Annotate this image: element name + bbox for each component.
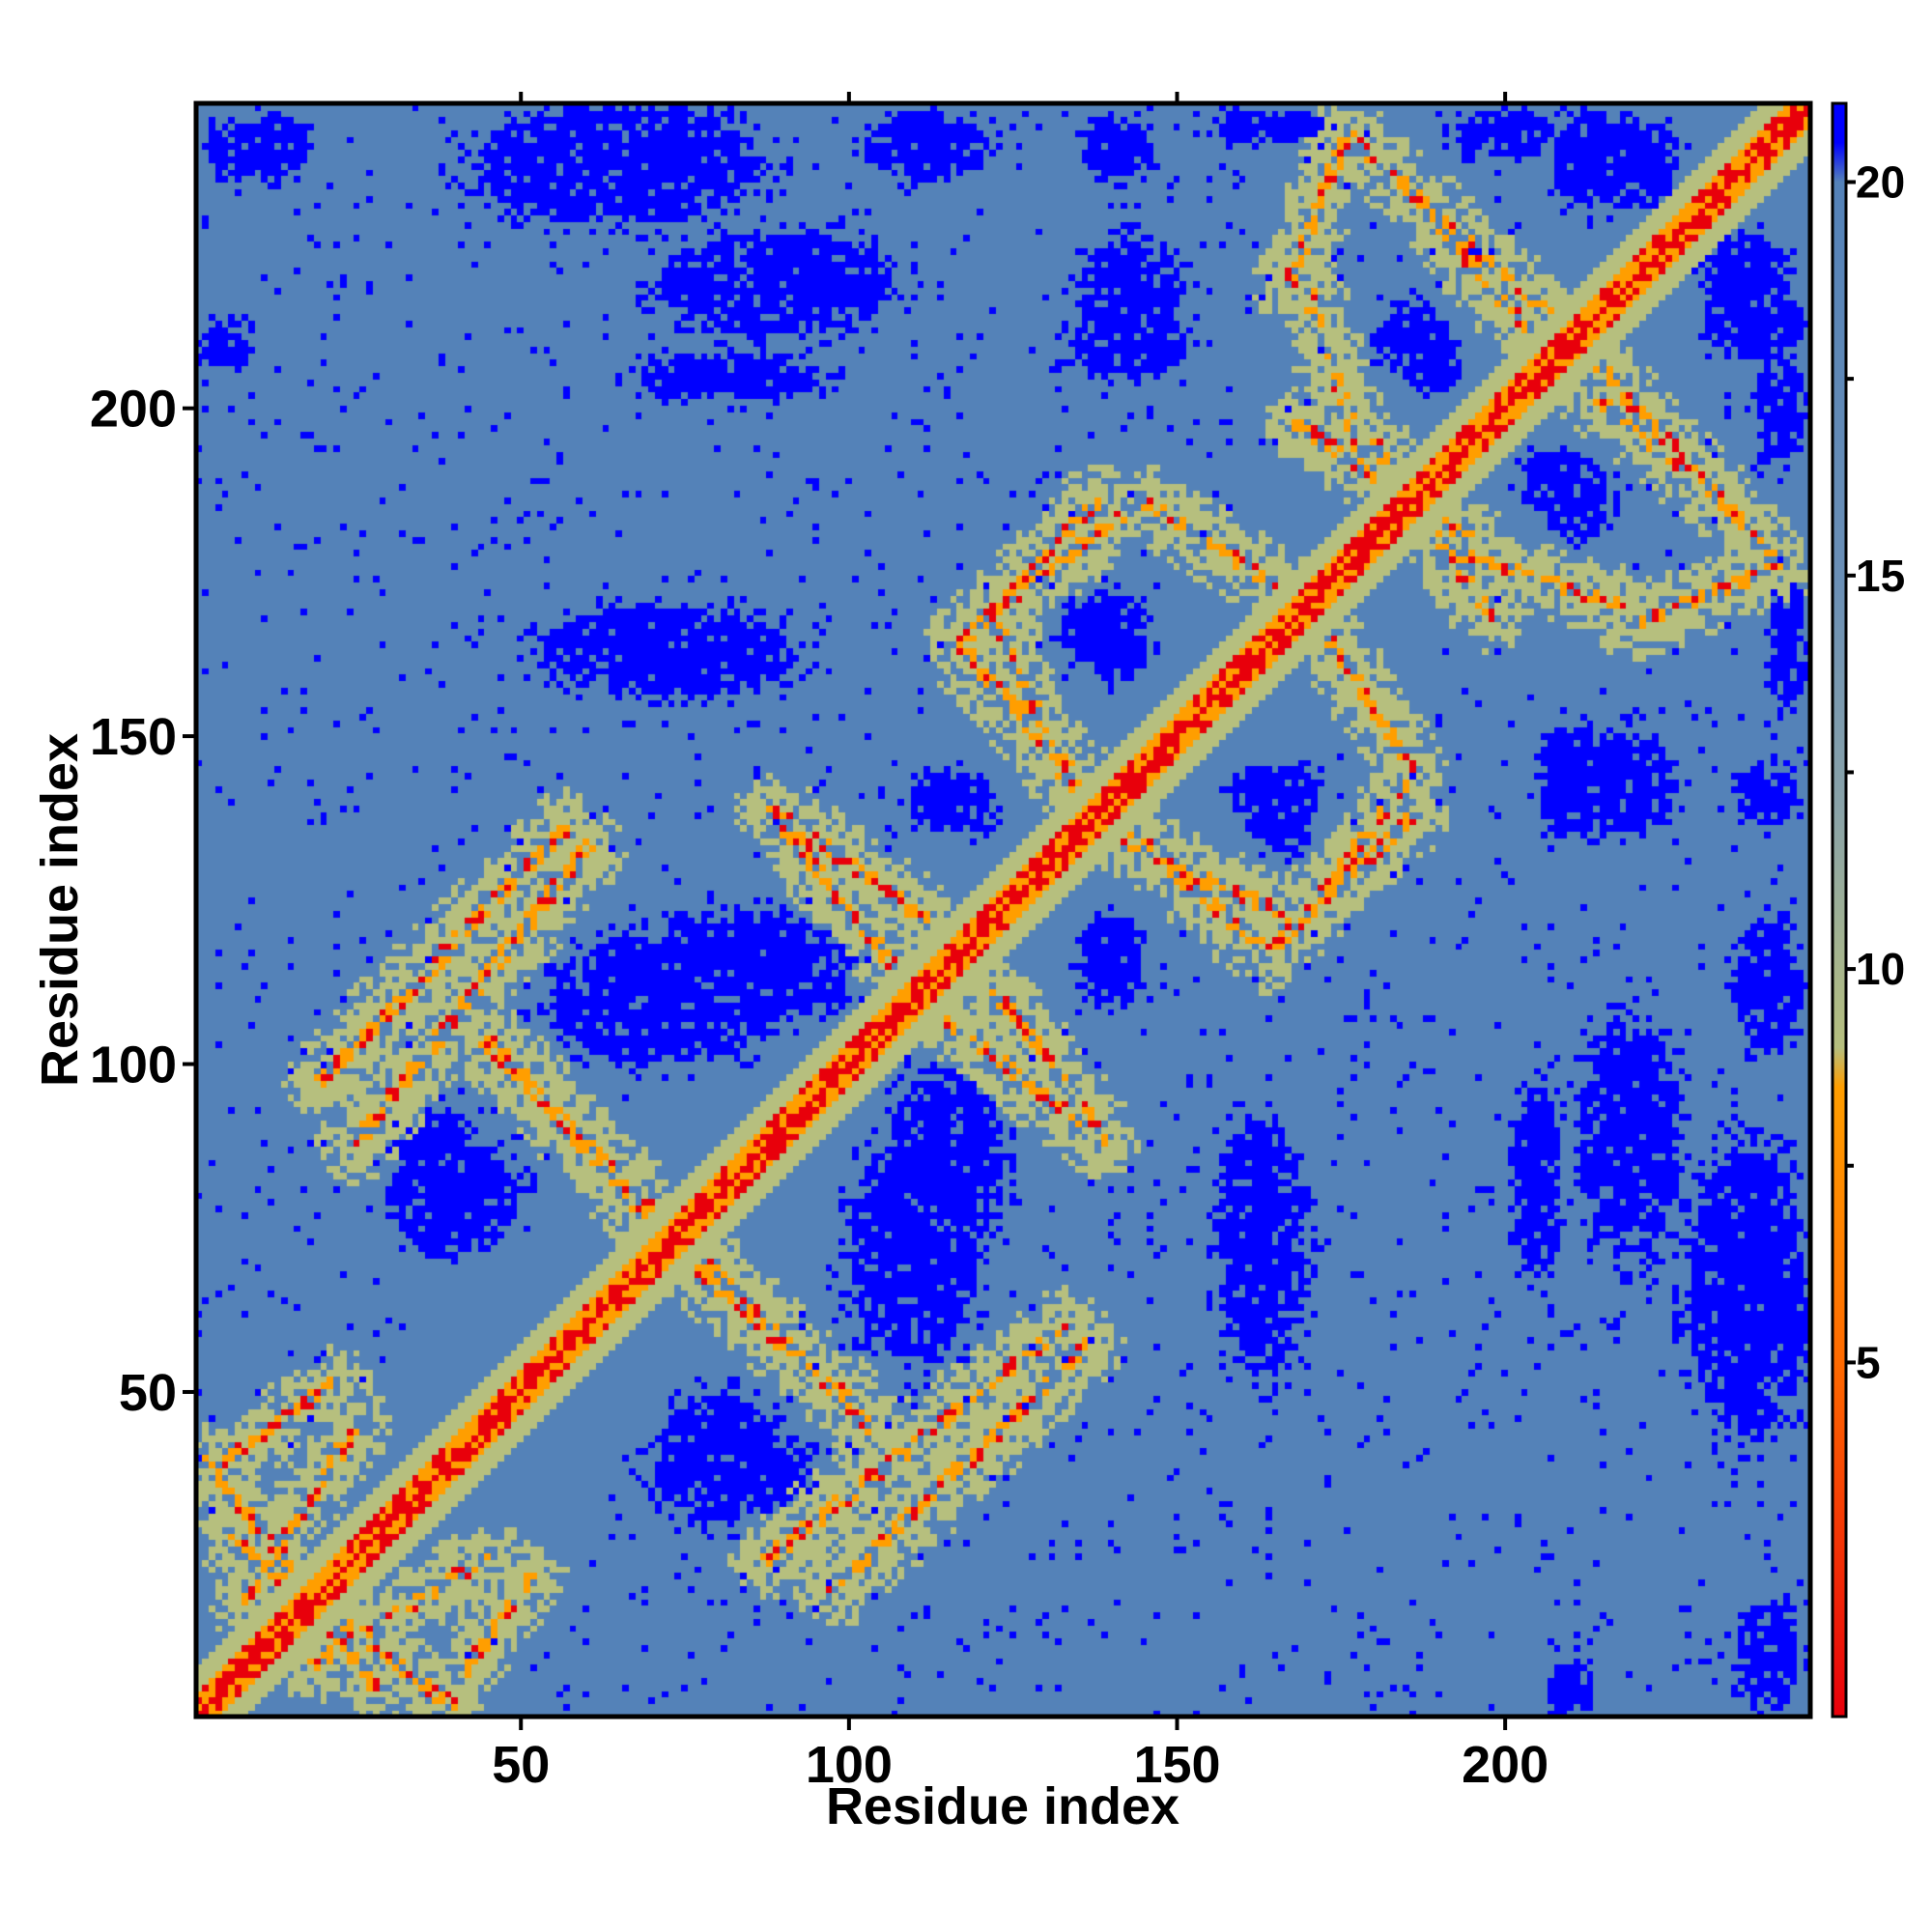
x-axis-ticks: 50 100 150 200 [492, 92, 1548, 1794]
colorbar-tick-label: 5 [1856, 1337, 1881, 1387]
heatmap [196, 103, 1810, 1717]
x-tick-label: 200 [1462, 1736, 1548, 1794]
x-tick-label: 100 [806, 1736, 893, 1794]
x-tick-label: 150 [1133, 1736, 1220, 1794]
x-tick-label: 50 [492, 1736, 550, 1794]
colorbar: 5 10 15 20 [1831, 101, 1905, 1719]
colorbar-tick-label: 10 [1856, 944, 1905, 994]
colorbar-tick-label: 20 [1856, 156, 1905, 207]
y-tick-label: 50 [119, 1364, 177, 1422]
y-axis-ticks: 50 100 150 200 [90, 381, 196, 1422]
colorbar-fill [1831, 101, 1848, 1719]
y-tick-label: 150 [90, 708, 177, 766]
y-axis-label: Residue index [31, 733, 89, 1087]
x-axis-label: Residue index [826, 1777, 1179, 1835]
plot-frame [193, 100, 1813, 1719]
colorbar-ticks: 5 10 15 20 [1846, 156, 1905, 1387]
colorbar-tick-label: 15 [1856, 551, 1905, 601]
y-tick-label: 200 [90, 381, 177, 439]
y-tick-label: 100 [90, 1037, 177, 1094]
